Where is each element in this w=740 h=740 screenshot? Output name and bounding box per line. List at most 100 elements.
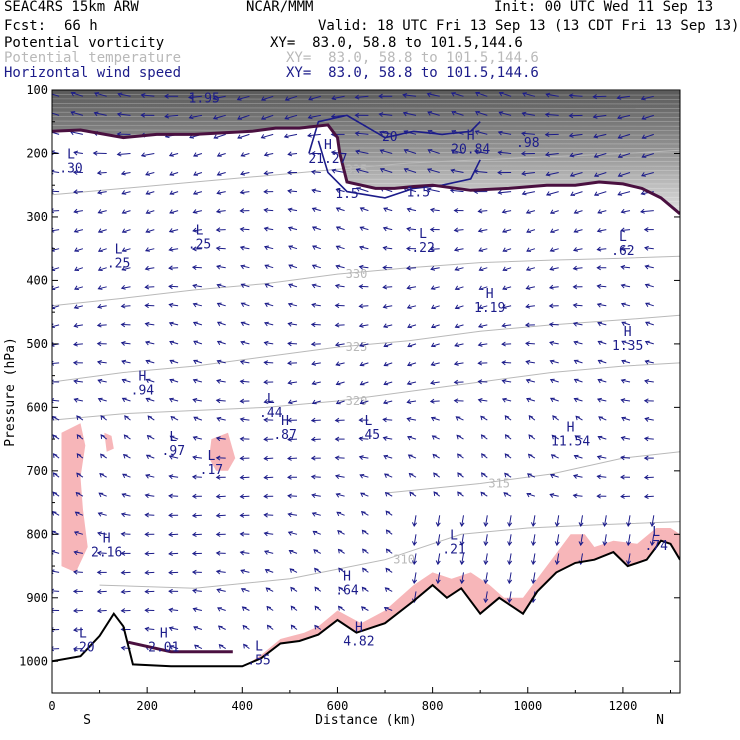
wind-arrow-260 — [52, 285, 60, 290]
wind-arrow-692 — [144, 607, 155, 613]
wind-arrow-shaft — [335, 324, 345, 326]
wind-arrow-head — [521, 190, 527, 196]
strat-streak — [52, 147, 680, 149]
wind-arrow-shaft — [193, 399, 202, 402]
wind-arrow-head — [52, 285, 56, 290]
wind-arrow-343 — [169, 340, 179, 346]
wind-arrow-head — [311, 302, 317, 308]
wind-arrow-head — [593, 191, 599, 196]
wind-arrow-head — [572, 474, 579, 479]
wind-arrow-shaft — [644, 437, 654, 440]
wind-arrow-head — [455, 416, 461, 421]
extremum-value-11: .97 — [162, 444, 185, 459]
wind-arrow-head — [450, 149, 456, 154]
wind-arrow-87 — [263, 151, 274, 157]
wind-arrow-356 — [477, 341, 488, 347]
wind-arrow-head — [120, 284, 126, 290]
wind-arrow-696 — [241, 606, 250, 611]
wind-arrow-head — [361, 586, 367, 592]
wind-arrow-head — [52, 472, 58, 477]
wind-arrow-354 — [430, 342, 440, 348]
wind-arrow-shaft — [264, 209, 274, 212]
wind-arrow-head — [260, 115, 266, 120]
wind-arrow-shaft — [407, 305, 417, 309]
wind-arrow-shaft — [597, 456, 607, 459]
wind-arrow-head — [649, 522, 655, 527]
wind-arrow-head — [307, 114, 313, 120]
wind-arrow-head — [144, 589, 150, 595]
wind-arrow-shaft — [502, 361, 512, 364]
wind-arrow-shaft — [94, 92, 107, 97]
wind-arrow-head — [266, 605, 272, 611]
wind-arrow-495 — [76, 453, 84, 459]
wind-arrow-206 — [620, 227, 631, 233]
wind-arrow-head — [503, 492, 509, 497]
wind-arrow-head — [216, 416, 222, 422]
wind-arrow-head — [191, 569, 197, 575]
wind-arrow-677 — [240, 588, 250, 593]
wind-arrow-head — [191, 265, 197, 271]
wind-arrow-head — [526, 397, 531, 403]
wind-arrow-shaft — [169, 455, 179, 459]
wind-arrow-186 — [145, 228, 155, 233]
wind-arrow-head — [644, 283, 650, 289]
wind-arrow-head — [573, 378, 579, 384]
wind-arrow-226 — [478, 247, 488, 252]
wind-arrow-233 — [644, 245, 654, 251]
wind-arrow-380 — [430, 361, 440, 367]
wind-arrow-head — [337, 530, 342, 535]
wind-arrow-362 — [621, 340, 631, 346]
wind-arrow-70 — [474, 130, 488, 135]
wind-arrow-414 — [620, 378, 631, 384]
wind-arrow-188 — [192, 227, 202, 233]
wind-arrow-191 — [263, 226, 274, 232]
strat-streak — [52, 214, 680, 216]
wind-arrow-shaft — [383, 400, 393, 404]
wind-arrow-159 — [121, 209, 131, 214]
wind-arrow-shaft — [627, 515, 631, 527]
wind-arrow-head — [530, 541, 536, 547]
wind-arrow-head — [593, 172, 599, 177]
wind-arrow-head — [456, 434, 462, 440]
extremum-value-27: 1.5 — [335, 187, 358, 202]
wind-arrow-head — [501, 341, 506, 347]
wind-arrow-shaft — [288, 153, 298, 155]
wind-arrow-head — [359, 342, 365, 347]
wind-arrow-174 — [477, 208, 488, 214]
wind-arrow-597 — [649, 515, 655, 527]
wind-arrow-shaft — [288, 495, 298, 497]
wind-arrow-86 — [240, 152, 250, 157]
wind-arrow-613 — [411, 534, 418, 547]
wind-arrow-head — [597, 435, 603, 441]
wind-arrow-547 — [75, 491, 84, 497]
wind-arrow-410 — [525, 378, 536, 384]
x-tick-label-0: 0 — [48, 699, 55, 713]
wind-arrow-shaft — [508, 534, 512, 546]
wind-arrow-head — [645, 302, 650, 307]
wind-arrow-643 — [507, 553, 513, 566]
wind-arrow-head — [331, 168, 337, 174]
wind-arrow-head — [502, 285, 508, 290]
wind-arrow-head — [240, 283, 246, 288]
wind-arrow-194 — [335, 226, 345, 231]
wind-arrow-shaft — [121, 360, 131, 364]
wind-arrow-head — [481, 453, 486, 458]
wind-arrow-shaft — [455, 324, 464, 328]
wind-arrow-head — [145, 228, 151, 233]
wind-arrow-head — [334, 283, 340, 289]
wind-arrow-268 — [240, 283, 250, 288]
wind-arrow-323 — [310, 322, 321, 328]
wind-arrow-385 — [549, 359, 559, 365]
wind-arrow-401 — [311, 380, 321, 386]
wind-arrow-head — [435, 522, 441, 527]
wind-arrow-head — [478, 304, 484, 309]
wind-arrow-head — [430, 380, 436, 385]
wind-arrow-head — [358, 303, 364, 309]
wind-arrow-head — [574, 435, 580, 440]
wind-arrow-shaft — [597, 210, 607, 214]
wind-arrow-304 — [478, 304, 488, 309]
wind-arrow-481 — [358, 436, 369, 442]
wind-arrow-216 — [239, 245, 250, 251]
wind-arrow-40 — [378, 112, 393, 117]
wind-arrow-99 — [544, 151, 559, 157]
